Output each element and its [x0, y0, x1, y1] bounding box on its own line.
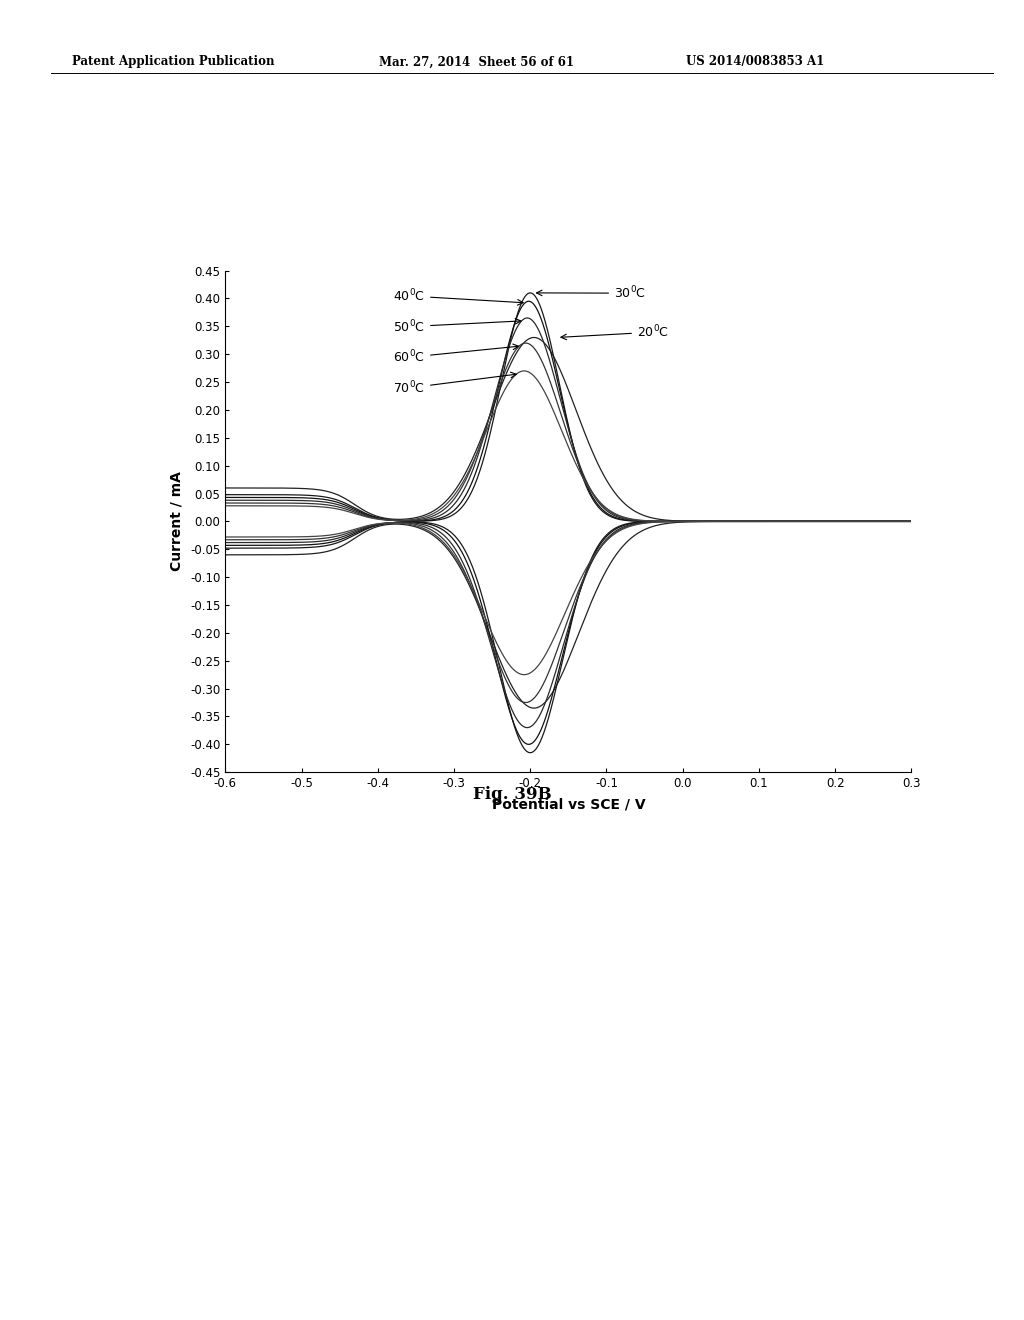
X-axis label: Potential vs SCE / V: Potential vs SCE / V [492, 797, 645, 810]
Text: 20$^0$C: 20$^0$C [561, 323, 669, 341]
Text: 50$^0$C: 50$^0$C [393, 318, 521, 335]
Text: 60$^0$C: 60$^0$C [393, 345, 518, 366]
Y-axis label: Current / mA: Current / mA [169, 471, 183, 572]
Text: US 2014/0083853 A1: US 2014/0083853 A1 [686, 55, 824, 69]
Text: Fig. 39B: Fig. 39B [473, 785, 551, 803]
Text: Patent Application Publication: Patent Application Publication [72, 55, 274, 69]
Text: 40$^0$C: 40$^0$C [393, 288, 523, 305]
Text: 70$^0$C: 70$^0$C [393, 372, 516, 396]
Text: Mar. 27, 2014  Sheet 56 of 61: Mar. 27, 2014 Sheet 56 of 61 [379, 55, 573, 69]
Text: 30$^0$C: 30$^0$C [537, 285, 646, 301]
